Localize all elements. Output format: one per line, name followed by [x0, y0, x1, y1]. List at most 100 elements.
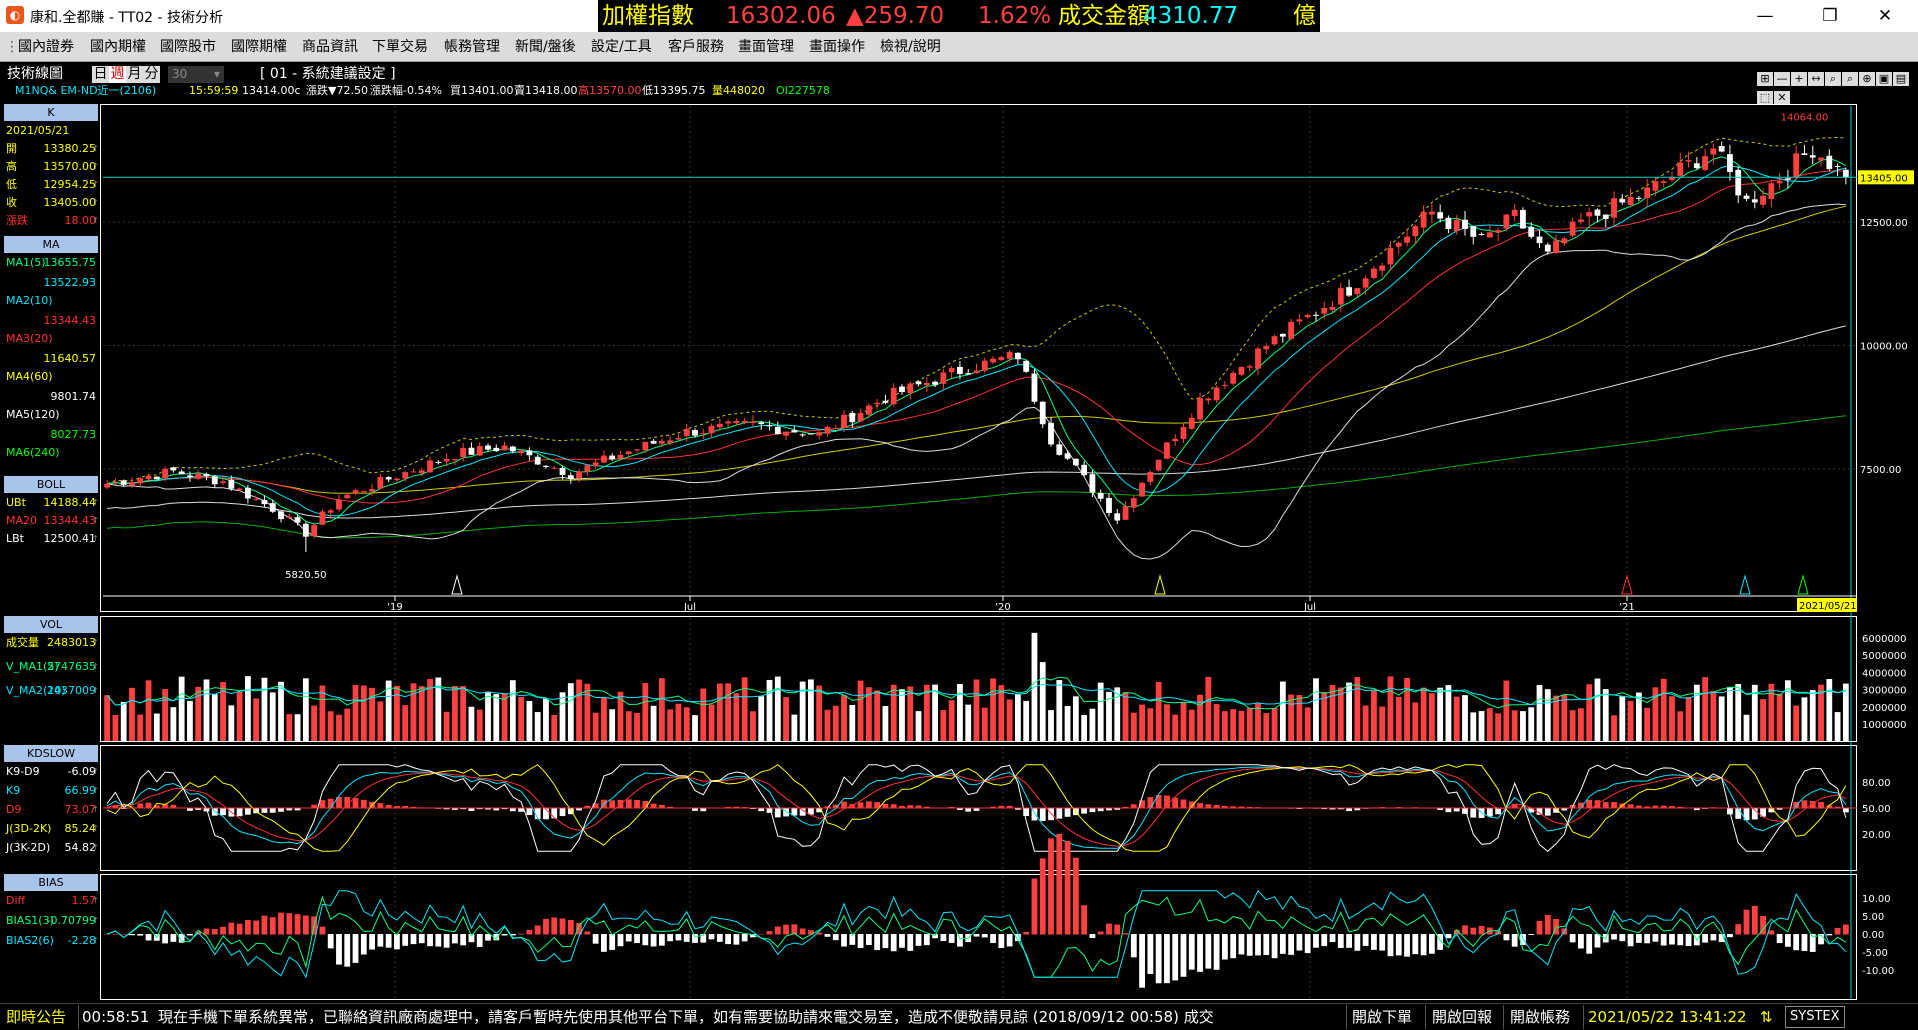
indicator-label: V_MA1(5)	[6, 660, 59, 673]
kd-histogram-bar	[890, 804, 897, 809]
kd-histogram-bar	[857, 802, 864, 809]
candle-body	[1230, 372, 1237, 384]
zoom-out-icon[interactable]: ⌕	[1842, 72, 1858, 86]
divider	[1425, 1005, 1426, 1029]
bias-histogram-bar	[228, 922, 235, 935]
quote-field: 低13395.75	[642, 84, 706, 98]
price-chart-panel[interactable]	[100, 104, 1857, 612]
layout-icon[interactable]: ⊞	[1757, 72, 1773, 86]
ma-label: MA5(120)	[6, 408, 60, 421]
period-minute-tab[interactable]: 分	[143, 66, 160, 83]
close-button[interactable]: ✕	[1877, 6, 1893, 26]
period-month-tab[interactable]: 月	[126, 66, 143, 83]
bias-histogram-bar	[1081, 905, 1088, 935]
kd-histogram-bar	[841, 801, 847, 809]
period-week-tab[interactable]: 週	[109, 66, 126, 83]
bias-histogram-bar	[1627, 934, 1634, 947]
bias-chart-panel[interactable]	[100, 874, 1857, 1000]
bias-histogram-bar	[932, 934, 938, 939]
menu-item[interactable]: 商品資訊	[302, 39, 358, 55]
menu-item[interactable]: 國際期權	[231, 39, 287, 55]
setting-label[interactable]: [ 01 - 系統建議設定 ]	[260, 66, 396, 82]
zoom-in-icon[interactable]: ⌕	[1825, 72, 1841, 86]
menu-item[interactable]: 畫面操作	[809, 39, 865, 55]
candle-body	[1685, 160, 1692, 162]
kd-histogram-bar	[1453, 808, 1460, 812]
menu-item[interactable]: 畫面管理	[738, 39, 794, 55]
k-header[interactable]: K	[4, 104, 98, 121]
bias-histogram-bar	[1842, 924, 1849, 935]
bias-histogram-bar	[758, 933, 765, 935]
volume-chart-panel[interactable]	[100, 616, 1857, 742]
indicator-label: BIAS1(3)	[6, 914, 54, 927]
kd-histogram-bar	[1139, 800, 1145, 809]
candle-body	[857, 413, 864, 422]
kd-histogram-bar	[385, 804, 392, 809]
volume-bar	[634, 712, 640, 741]
print-icon[interactable]: ▤	[1893, 72, 1909, 86]
restore-button[interactable]: ❐	[1822, 6, 1838, 26]
minutes-select[interactable]: 30 ▾	[168, 66, 224, 83]
kd-histogram-bar	[783, 808, 789, 817]
menu-item[interactable]: 設定/工具	[591, 39, 652, 55]
ma-header[interactable]: MA	[4, 236, 98, 253]
candle-body	[1089, 474, 1096, 493]
candle-body	[923, 382, 930, 386]
plus-icon[interactable]: +	[1791, 72, 1807, 86]
crosshair-icon[interactable]: ⊕	[1859, 72, 1875, 86]
k-date: 2021/05/21	[6, 124, 70, 137]
bias-histogram-bar	[468, 934, 475, 943]
close-chart-icon[interactable]: ✕	[1774, 91, 1790, 105]
volume-bar	[973, 679, 980, 741]
vol-ma10-line	[106, 683, 1846, 706]
volume-bar	[592, 712, 599, 741]
bias-histogram-bar	[957, 934, 963, 947]
kd-header[interactable]: KDSLOW	[4, 745, 98, 762]
bias-header[interactable]: BIAS	[4, 874, 98, 891]
period-day-tab[interactable]: 日	[92, 66, 109, 83]
indicator-label: J(3K-2D)	[6, 841, 51, 854]
ticker-change: ▲259.70	[846, 3, 945, 29]
menu-item[interactable]: 檢視/說明	[880, 39, 941, 55]
candle-body	[998, 357, 1005, 360]
ma-value-row: 13344.43	[4, 312, 98, 330]
kd-histogram-bar	[1826, 805, 1833, 809]
boll-lower-line	[107, 203, 1846, 560]
menu-item[interactable]: 新聞/盤後	[515, 39, 576, 55]
indicator-value: 66.99	[64, 784, 97, 797]
window-icon[interactable]: ⬚	[1757, 91, 1773, 105]
volume-bar	[203, 679, 210, 741]
menu-item[interactable]: 國內期權	[90, 39, 146, 55]
kd-histogram-bar	[957, 808, 963, 810]
open-account-button[interactable]: 開啟帳務	[1510, 1008, 1571, 1026]
bias-row: Diff 1.57 ↑	[4, 892, 99, 910]
bias-histogram-bar	[899, 934, 905, 948]
bias-histogram-bar	[1727, 934, 1733, 938]
candle-body	[932, 381, 938, 385]
menu-item[interactable]: 帳務管理	[444, 39, 500, 55]
open-report-button[interactable]: 開啟回報	[1432, 1008, 1493, 1026]
save-icon[interactable]: ▣	[1876, 72, 1892, 86]
candle-body	[841, 414, 847, 428]
kd-histogram-bar	[336, 797, 342, 809]
menu-item[interactable]: 客戶服務	[668, 39, 724, 55]
menu-item[interactable]: 下單交易	[372, 39, 428, 55]
boll-header[interactable]: BOLL	[4, 476, 98, 493]
candle-body	[1462, 219, 1468, 229]
bias-histogram-bar	[1710, 934, 1717, 941]
volume-bar	[1486, 708, 1493, 741]
minus-icon[interactable]: —	[1774, 72, 1790, 86]
open-order-button[interactable]: 開啟下單	[1352, 1008, 1413, 1026]
volume-bar	[1279, 681, 1286, 741]
vol-header[interactable]: VOL	[4, 616, 98, 633]
candle-body	[1445, 217, 1452, 230]
kd-histogram-bar	[377, 803, 384, 809]
date-axis-label: Jul	[683, 602, 696, 613]
menu-item[interactable]: 國際股市	[160, 39, 216, 55]
candle-body	[1263, 346, 1270, 350]
price-axis-label: 10000.00	[1860, 342, 1908, 353]
minimize-button[interactable]: —	[1756, 6, 1774, 26]
menu-item[interactable]: 國內證券	[18, 39, 74, 55]
candle-body	[1313, 314, 1319, 316]
pan-icon[interactable]: ↔	[1808, 72, 1824, 86]
